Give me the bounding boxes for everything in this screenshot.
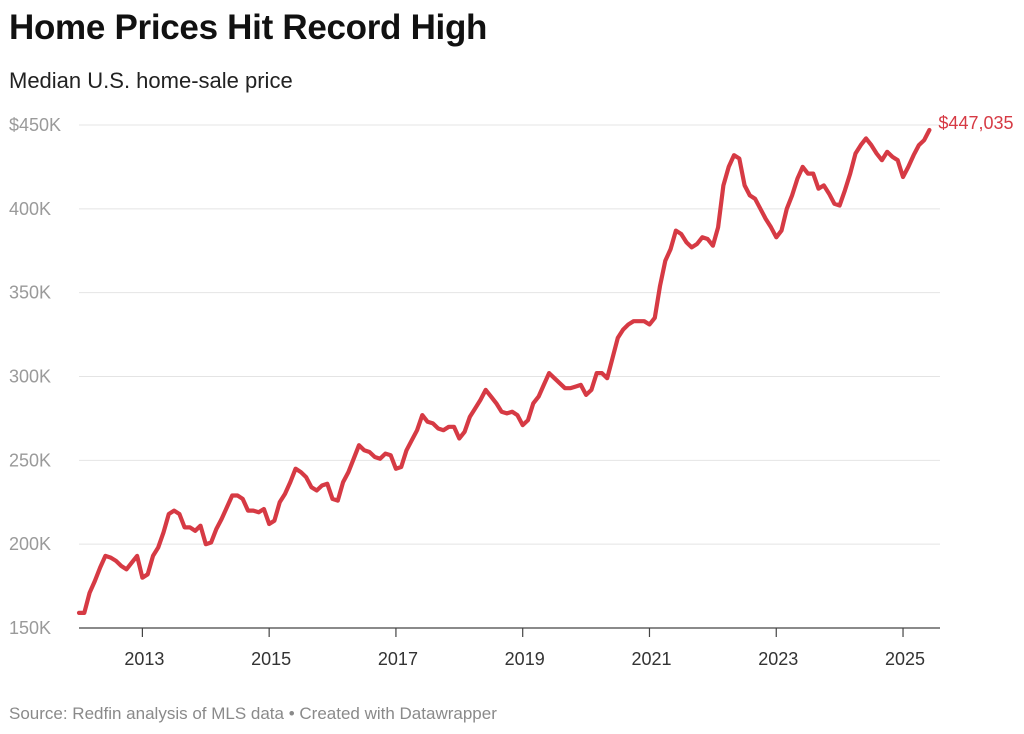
gridlines xyxy=(79,124,940,545)
source-note: Source: Redfin analysis of MLS data • Cr… xyxy=(9,704,497,723)
chart-subtitle: Median U.S. home-sale price xyxy=(9,68,293,93)
series-line xyxy=(76,127,932,616)
end-value-label: $447,035 xyxy=(938,113,1013,133)
x-tick-label: 2017 xyxy=(378,649,418,669)
y-tick-label: 400K xyxy=(9,199,51,219)
y-tick-label: 250K xyxy=(9,450,51,470)
y-tick-label: 300K xyxy=(9,367,51,387)
x-tick-label: 2023 xyxy=(758,649,798,669)
x-tick-label: 2013 xyxy=(124,649,164,669)
y-tick-label: 350K xyxy=(9,283,51,303)
x-tick-label: 2015 xyxy=(251,649,291,669)
x-tick-label: 2019 xyxy=(505,649,545,669)
y-axis: $450K 400K 350K 300K 250K 200K 150K xyxy=(9,115,61,638)
annotations: $447,035 xyxy=(938,113,1013,133)
y-tick-label: 200K xyxy=(9,534,51,554)
x-axis: 2013 2015 2017 2019 2021 2023 2025 xyxy=(79,627,940,669)
series xyxy=(76,127,932,616)
chart-title: Home Prices Hit Record High xyxy=(9,8,488,47)
y-tick-label: $450K xyxy=(9,115,61,135)
y-tick-label: 150K xyxy=(9,618,51,638)
x-tick-label: 2021 xyxy=(631,649,671,669)
x-tick-label: 2025 xyxy=(885,649,925,669)
